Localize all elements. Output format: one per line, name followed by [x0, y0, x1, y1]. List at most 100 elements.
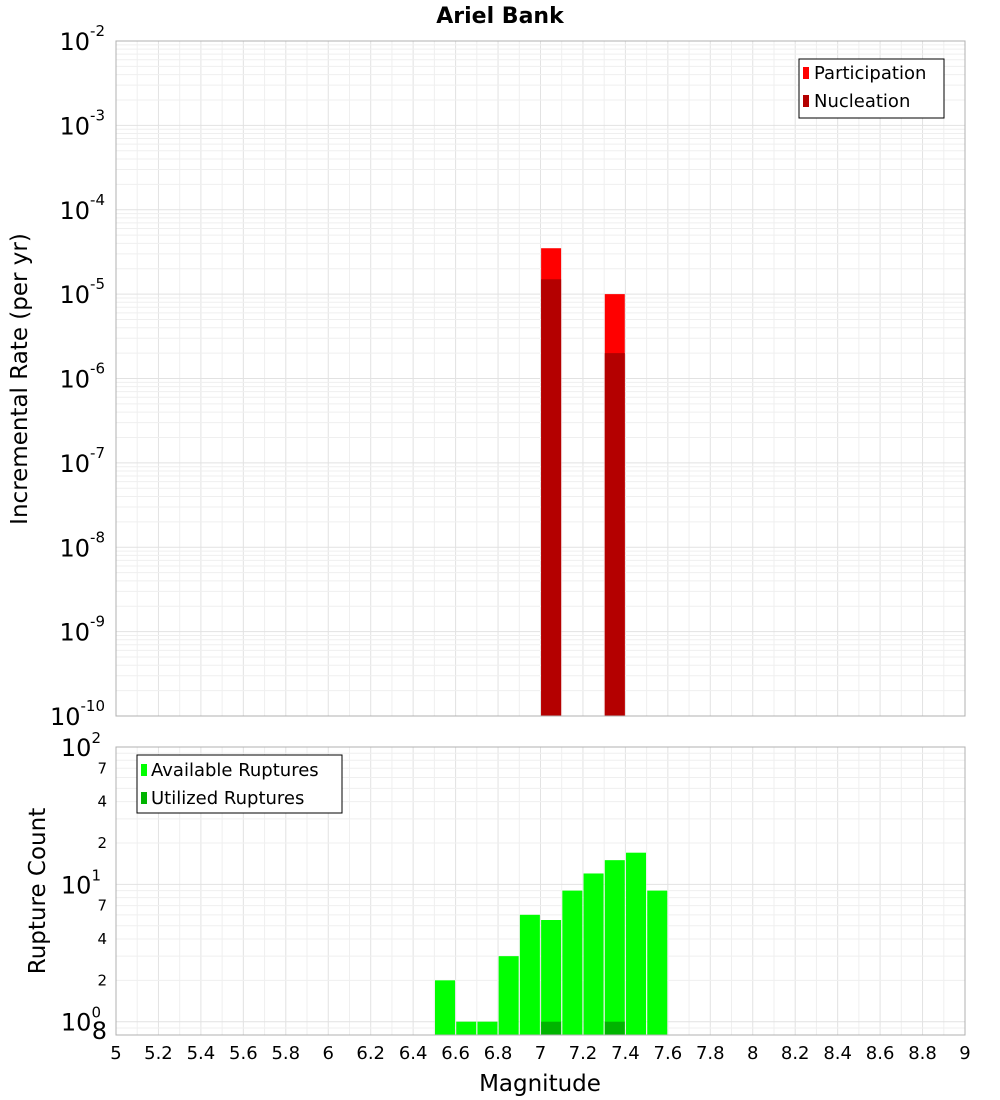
x-tick-label: 5.4: [187, 1043, 216, 1064]
top-y-tick-base: 10: [59, 619, 90, 647]
top-y-tick-label: 10-3: [59, 106, 105, 140]
x-tick-label: 6.4: [399, 1043, 428, 1064]
x-tick-label: 5.6: [229, 1043, 258, 1064]
top-y-tick-exponent: -8: [90, 528, 105, 546]
top-y-tick-label: 10-6: [59, 360, 105, 394]
bottom-y-tick-base: 10: [61, 871, 92, 899]
bottom-y-minor-tick-label: 7: [97, 897, 107, 915]
available-ruptures-bar: [519, 914, 540, 1035]
chart-title: Ariel Bank: [436, 4, 565, 29]
bottom-legend-swatch: [141, 792, 147, 804]
top-y-tick-exponent: -7: [90, 444, 105, 462]
nucleation-bar: [541, 279, 562, 716]
available-ruptures-bar: [541, 920, 562, 1035]
top-legend-swatch: [803, 95, 809, 107]
x-tick-label: 7.4: [611, 1043, 640, 1064]
available-ruptures-bar: [604, 860, 625, 1035]
top-plot-area: 10-1010-910-810-710-610-510-410-310-2Par…: [50, 22, 966, 731]
top-y-tick-base: 10: [59, 366, 90, 394]
top-y-tick-label: 10-4: [59, 191, 105, 225]
x-tick-label: 8.2: [781, 1043, 810, 1064]
top-y-tick-exponent: -3: [90, 106, 105, 124]
top-y-tick-base: 10: [59, 197, 90, 225]
top-y-tick-label: 10-5: [59, 275, 105, 309]
bottom-y-tick-label: 101: [61, 866, 101, 899]
top-y-tick-label: 10-9: [59, 613, 105, 647]
bottom-bars: [434, 852, 668, 1035]
x-tick-label: 8.6: [866, 1043, 895, 1064]
bottom-legend-label: Utilized Ruptures: [151, 788, 304, 809]
x-tick-label: 5: [110, 1043, 121, 1064]
x-tick-label: 8.8: [908, 1043, 937, 1064]
top-y-tick-base: 10: [59, 450, 90, 478]
x-tick-label: 6: [323, 1043, 334, 1064]
top-y-axis-label: Incremental Rate (per yr): [7, 233, 33, 525]
top-y-tick-label: 10-2: [59, 22, 105, 56]
utilized-ruptures-bar: [604, 1021, 625, 1035]
x-tick-label: 6.8: [484, 1043, 513, 1064]
top-y-tick-base: 10: [59, 281, 90, 309]
bottom-legend-swatch: [141, 764, 147, 776]
x-tick-label: 9: [959, 1043, 970, 1064]
x-tick-label: 6.2: [356, 1043, 385, 1064]
utilized-ruptures-bar: [541, 1021, 562, 1035]
top-legend-swatch: [803, 67, 809, 79]
available-ruptures-bar: [456, 1021, 477, 1035]
top-plot-frame: [115, 40, 966, 717]
top-y-tick-base: 10: [59, 534, 90, 562]
top-y-tick-label: 10-8: [59, 528, 105, 562]
bottom-y-minor-tick-label: 4: [97, 930, 107, 948]
nucleation-bar: [604, 353, 625, 716]
bottom-plot-frame: [115, 746, 966, 1036]
bottom-y-minor-tick-label: 2: [97, 834, 107, 852]
x-tick-label: 7.2: [569, 1043, 598, 1064]
top-y-tick-base: 10: [59, 112, 90, 140]
available-ruptures-bar: [498, 956, 519, 1035]
available-ruptures-bar: [434, 980, 455, 1035]
top-y-tick-label: 10-10: [50, 697, 105, 731]
x-tick-label: 7.8: [696, 1043, 725, 1064]
top-y-tick-base: 10: [50, 703, 81, 731]
bottom-y-tick-base: 10: [61, 1009, 92, 1037]
available-ruptures-bar: [583, 873, 604, 1035]
x-tick-label: 7: [535, 1043, 546, 1064]
bottom-y-axis-label: Rupture Count: [25, 808, 51, 974]
bottom-legend: Available Ruptures Utilized Ruptures: [136, 754, 343, 814]
top-y-tick-base: 10: [59, 28, 90, 56]
x-tick-label: 5.2: [144, 1043, 173, 1064]
x-tick-label: 8.4: [823, 1043, 852, 1064]
x-tick-label: 8: [747, 1043, 758, 1064]
top-y-tick-exponent: -10: [81, 697, 106, 715]
bottom-y-minor-tick-label: 2: [97, 971, 107, 989]
top-y-tick-exponent: -4: [90, 191, 105, 209]
available-ruptures-bar: [647, 890, 668, 1035]
top-y-tick-exponent: -2: [90, 22, 105, 40]
top-y-tick-label: 10-7: [59, 444, 105, 478]
x-tick-label: 6.6: [441, 1043, 470, 1064]
top-y-tick-exponent: -6: [90, 360, 105, 378]
bottom-y-tick-exponent: 1: [91, 866, 101, 884]
bottom-y-tick-base: 10: [61, 734, 92, 762]
x-tick-label: 5.8: [271, 1043, 300, 1064]
top-legend: Participation Nucleation: [798, 58, 945, 119]
available-ruptures-bar: [477, 1021, 498, 1035]
bottom-legend-box: [136, 754, 343, 814]
top-legend-label: Nucleation: [814, 91, 910, 112]
bottom-y-minor-tick-label: 4: [97, 793, 107, 811]
top-legend-label: Participation: [814, 63, 926, 84]
top-bars: [541, 248, 625, 717]
bottom-y-tick-exponent: 0: [91, 1004, 101, 1022]
bottom-y-minor-tick-label: 7: [97, 759, 107, 777]
bottom-y-tick-exponent: 2: [91, 729, 101, 747]
top-legend-box: [798, 58, 945, 119]
available-ruptures-bar: [562, 890, 583, 1035]
x-tick-label: 7.6: [654, 1043, 683, 1064]
top-y-tick-exponent: -5: [90, 275, 105, 293]
bottom-y-tick-label: 100: [61, 1004, 101, 1037]
top-y-tick-exponent: -9: [90, 613, 105, 631]
bottom-y-minor-tick-label: 8: [92, 1017, 107, 1045]
bottom-legend-label: Available Ruptures: [151, 760, 319, 781]
